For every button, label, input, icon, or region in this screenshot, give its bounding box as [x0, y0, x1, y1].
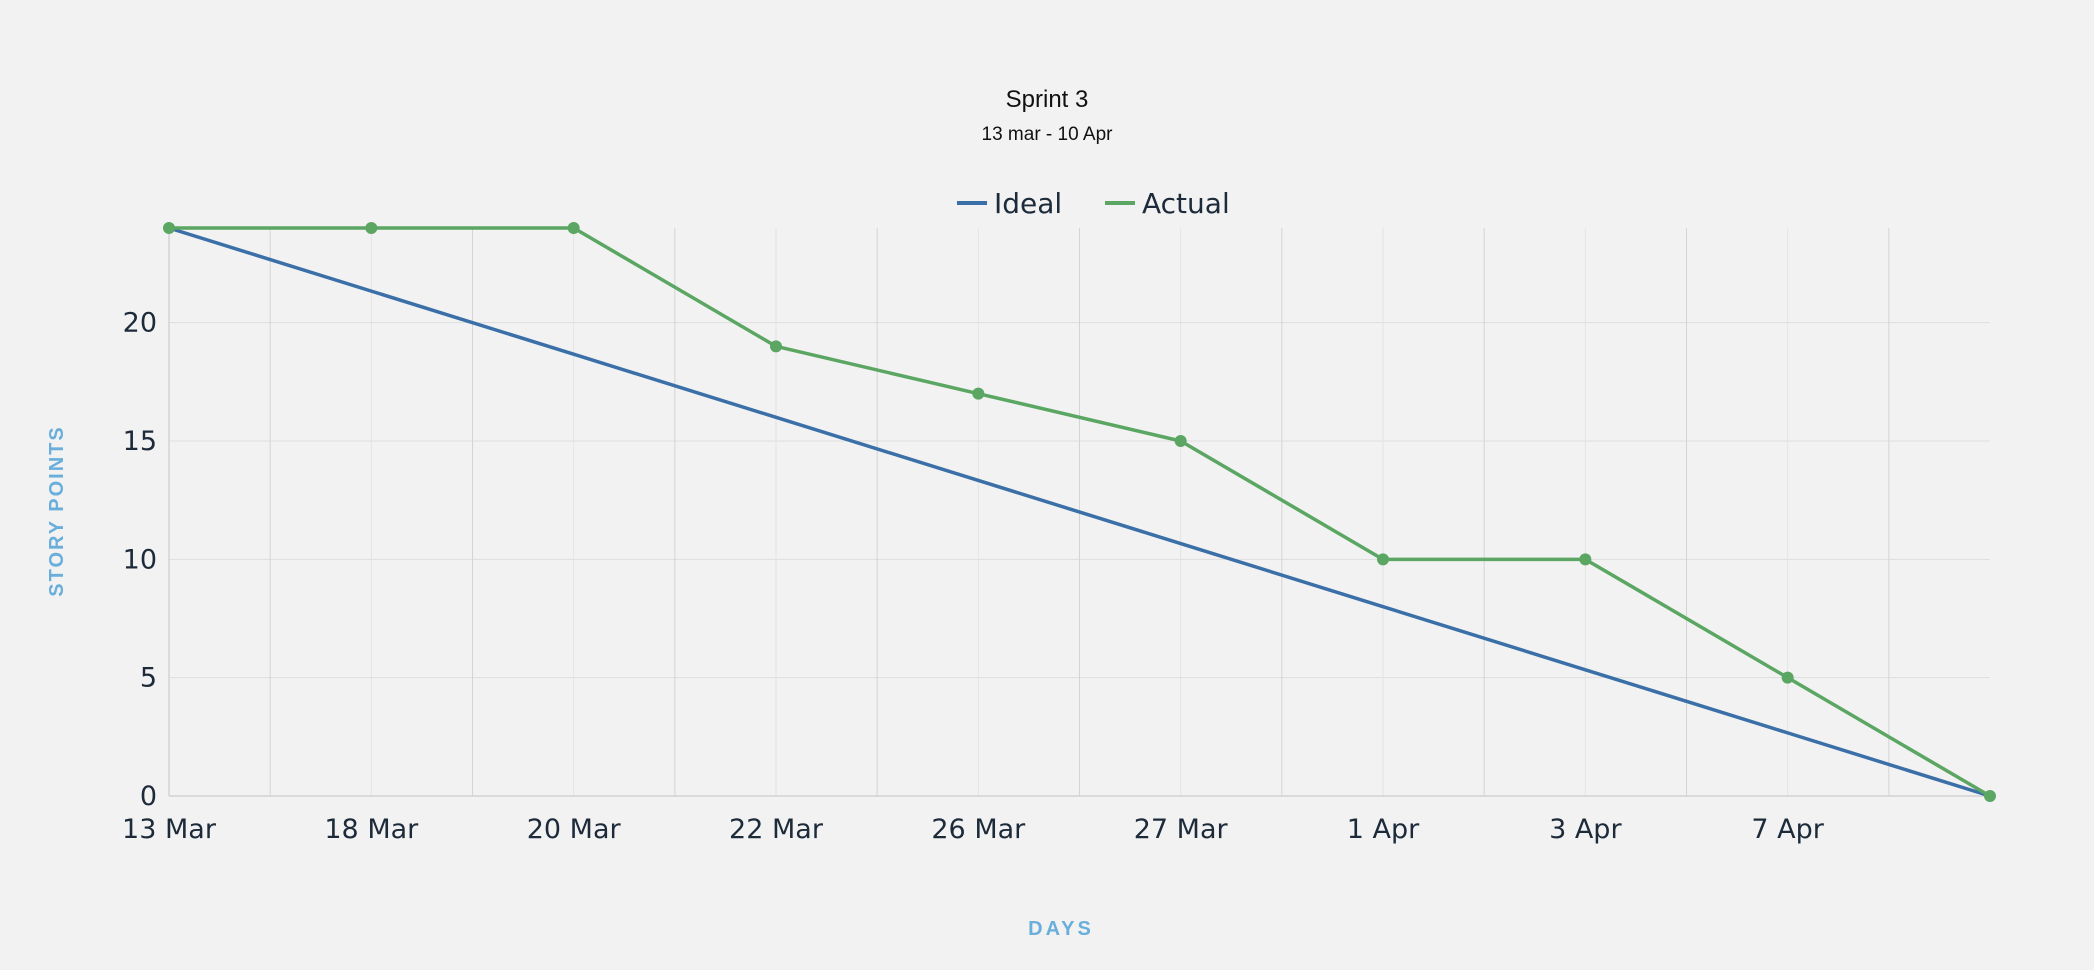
- actual-series-line: [169, 226, 1991, 798]
- y-tick-label: 15: [123, 426, 157, 457]
- x-tick-label: 7 Apr: [1751, 814, 1824, 845]
- series-lines: [168, 226, 1991, 798]
- actual-data-point: [1174, 435, 1187, 447]
- y-tick-label: 0: [140, 781, 157, 812]
- ideal-legend-label: Ideal: [994, 187, 1062, 220]
- x-tick-label: 20 Mar: [527, 814, 622, 845]
- x-tick-label: 13 Mar: [122, 814, 217, 845]
- x-tick-label: 22 Mar: [729, 814, 824, 845]
- y-tick-label: 10: [123, 544, 157, 575]
- actual-data-point: [972, 387, 985, 400]
- x-tick-label: 26 Mar: [931, 814, 1026, 845]
- y-tick-labels: 0 5 10 15 20: [123, 308, 157, 812]
- actual-data-point: [163, 222, 175, 234]
- ideal-series-line: [168, 226, 1991, 798]
- axes: [168, 228, 1990, 797]
- x-tick-label: 18 Mar: [324, 814, 419, 845]
- actual-data-point: [1377, 553, 1389, 566]
- actual-data-point: [567, 222, 580, 234]
- actual-data-point: [1781, 671, 1794, 684]
- x-tick-label: 27 Mar: [1134, 814, 1229, 845]
- x-tick-labels: 13 Mar 18 Mar 20 Mar 22 Mar 26 Mar 27 Mar 1 Ap…: [122, 814, 1825, 845]
- x-tick-label: 1 Apr: [1347, 814, 1420, 845]
- actual-data-point: [1984, 790, 1996, 802]
- y-axis-label: STORY POINTS: [46, 425, 68, 596]
- actual-legend-label: Actual: [1142, 187, 1230, 220]
- y-tick-label: 20: [123, 308, 157, 339]
- legend: Ideal Actual: [957, 187, 1230, 220]
- actual-data-point: [770, 340, 782, 353]
- series-markers: [163, 222, 1996, 802]
- actual-data-point: [1579, 553, 1592, 566]
- x-tick-label: 3 Apr: [1549, 814, 1622, 845]
- actual-data-point: [365, 222, 378, 234]
- y-tick-label: 5: [140, 663, 157, 694]
- chart-title: Sprint 3: [1006, 86, 1089, 113]
- chart-subtitle: 13 mar - 10 Apr: [982, 124, 1114, 145]
- x-axis-label: DAYS: [1028, 918, 1094, 940]
